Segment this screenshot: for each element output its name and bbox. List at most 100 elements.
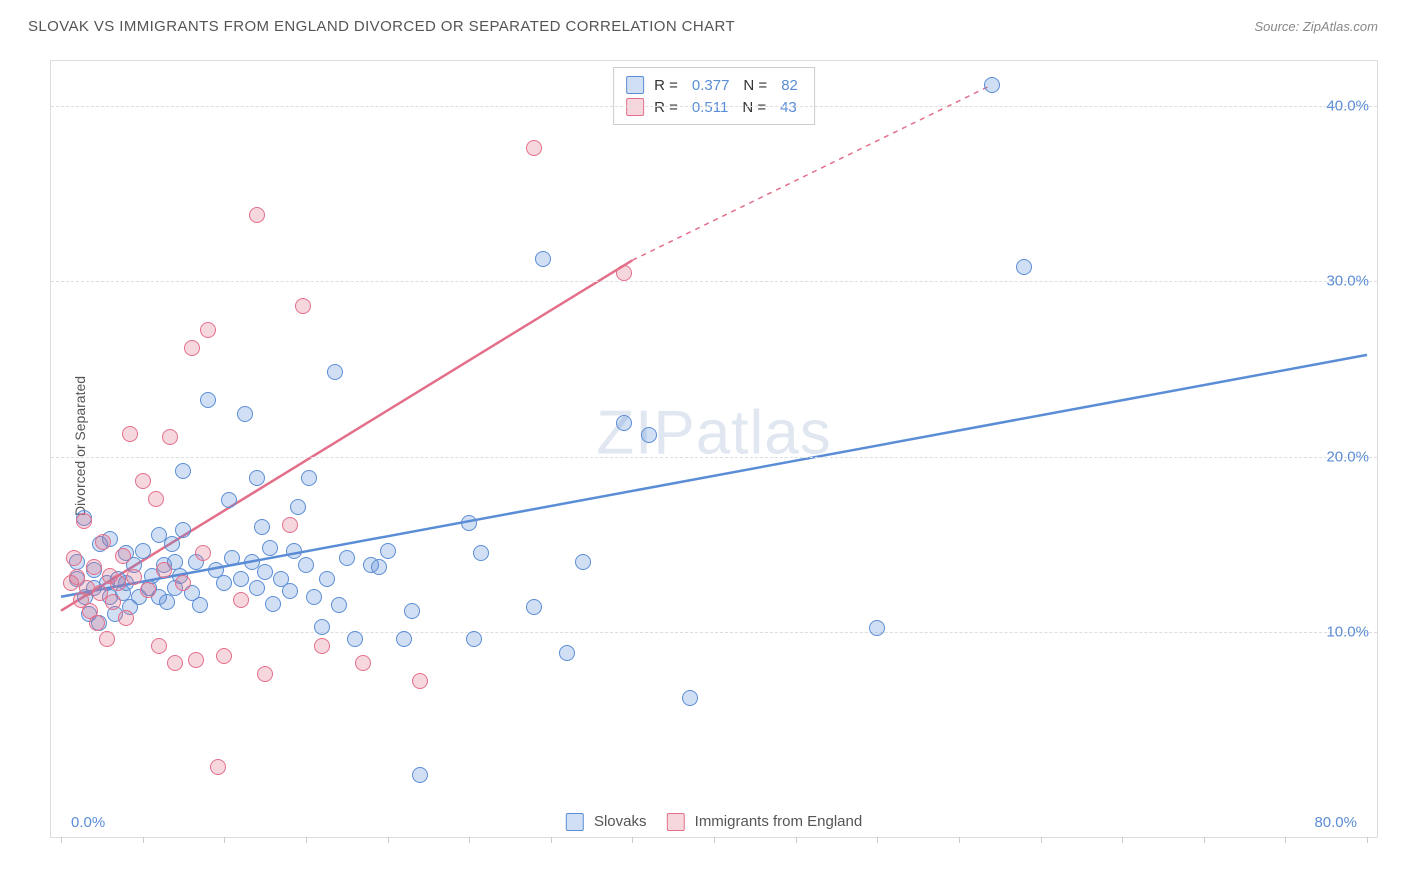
data-point-immigrants xyxy=(184,340,200,356)
data-point-immigrants xyxy=(86,559,102,575)
data-point-slovaks xyxy=(412,767,428,783)
legend-row-slovaks: R = 0.377 N = 82 xyxy=(626,74,802,96)
data-point-immigrants xyxy=(216,648,232,664)
data-point-slovaks xyxy=(257,564,273,580)
data-point-immigrants xyxy=(151,638,167,654)
data-point-slovaks xyxy=(473,545,489,561)
x-axis-min-label: 0.0% xyxy=(71,814,105,831)
r-label: R = xyxy=(654,77,678,94)
x-tick xyxy=(551,837,552,843)
data-point-immigrants xyxy=(249,207,265,223)
data-point-immigrants xyxy=(126,569,142,585)
data-point-slovaks xyxy=(984,77,1000,93)
legend-swatch-immigrants xyxy=(666,813,684,831)
data-point-slovaks xyxy=(869,620,885,636)
x-tick xyxy=(959,837,960,843)
x-axis-max-label: 80.0% xyxy=(1314,814,1357,831)
x-tick xyxy=(61,837,62,843)
data-point-slovaks xyxy=(526,599,542,615)
data-point-immigrants xyxy=(99,631,115,647)
data-point-slovaks xyxy=(175,463,191,479)
x-tick xyxy=(1285,837,1286,843)
x-tick xyxy=(714,837,715,843)
data-point-slovaks xyxy=(371,559,387,575)
data-point-slovaks xyxy=(286,543,302,559)
data-point-slovaks xyxy=(265,596,281,612)
data-point-immigrants xyxy=(616,265,632,281)
data-point-immigrants xyxy=(140,582,156,598)
x-tick xyxy=(1122,837,1123,843)
data-point-slovaks xyxy=(339,550,355,566)
grid-line xyxy=(51,457,1377,458)
title-bar: SLOVAK VS IMMIGRANTS FROM ENGLAND DIVORC… xyxy=(28,18,1378,35)
x-tick xyxy=(1367,837,1368,843)
data-point-slovaks xyxy=(175,522,191,538)
data-point-slovaks xyxy=(254,519,270,535)
grid-line xyxy=(51,281,1377,282)
data-point-slovaks xyxy=(249,580,265,596)
y-tick-label: 30.0% xyxy=(1326,273,1369,290)
data-point-immigrants xyxy=(118,610,134,626)
data-point-slovaks xyxy=(135,543,151,559)
grid-line xyxy=(51,632,1377,633)
data-point-slovaks xyxy=(575,554,591,570)
source-prefix: Source: xyxy=(1254,19,1302,34)
data-point-slovaks xyxy=(331,597,347,613)
data-point-slovaks xyxy=(327,364,343,380)
trend-lines xyxy=(51,61,1377,837)
data-point-immigrants xyxy=(156,562,172,578)
series-legend: Slovaks Immigrants from England xyxy=(566,813,862,831)
chart-title: SLOVAK VS IMMIGRANTS FROM ENGLAND DIVORC… xyxy=(28,18,735,35)
data-point-immigrants xyxy=(233,592,249,608)
data-point-slovaks xyxy=(290,499,306,515)
data-point-immigrants xyxy=(135,473,151,489)
legend-swatch-slovaks xyxy=(626,76,644,94)
data-point-slovaks xyxy=(616,415,632,431)
data-point-immigrants xyxy=(188,652,204,668)
data-point-immigrants xyxy=(148,491,164,507)
data-point-slovaks xyxy=(249,470,265,486)
data-point-immigrants xyxy=(105,594,121,610)
n-label: N = xyxy=(743,77,767,94)
data-point-slovaks xyxy=(298,557,314,573)
data-point-slovaks xyxy=(404,603,420,619)
data-point-immigrants xyxy=(95,534,111,550)
data-point-immigrants xyxy=(76,513,92,529)
data-point-immigrants xyxy=(66,550,82,566)
data-point-immigrants xyxy=(282,517,298,533)
data-point-slovaks xyxy=(559,645,575,661)
data-point-slovaks xyxy=(262,540,278,556)
data-point-slovaks xyxy=(237,406,253,422)
data-point-slovaks xyxy=(282,583,298,599)
y-tick-label: 40.0% xyxy=(1326,98,1369,115)
x-tick xyxy=(632,837,633,843)
data-point-immigrants xyxy=(167,655,183,671)
data-point-immigrants xyxy=(257,666,273,682)
data-point-immigrants xyxy=(195,545,211,561)
data-point-slovaks xyxy=(221,492,237,508)
x-tick xyxy=(1041,837,1042,843)
n-value-slovaks: 82 xyxy=(777,77,802,94)
data-point-immigrants xyxy=(295,298,311,314)
data-point-slovaks xyxy=(224,550,240,566)
x-tick xyxy=(306,837,307,843)
data-point-slovaks xyxy=(461,515,477,531)
x-tick xyxy=(877,837,878,843)
r-value-slovaks: 0.377 xyxy=(688,77,734,94)
x-tick xyxy=(388,837,389,843)
data-point-immigrants xyxy=(122,426,138,442)
data-point-immigrants xyxy=(175,575,191,591)
x-tick xyxy=(1204,837,1205,843)
watermark: ZIPatlas xyxy=(596,398,831,469)
data-point-slovaks xyxy=(682,690,698,706)
source-link[interactable]: ZipAtlas.com xyxy=(1303,19,1378,34)
data-point-slovaks xyxy=(1016,259,1032,275)
data-point-immigrants xyxy=(526,140,542,156)
scatter-plot: ZIPatlas R = 0.377 N = 82 R = 0.511 N = … xyxy=(50,60,1378,838)
data-point-immigrants xyxy=(210,759,226,775)
data-point-slovaks xyxy=(216,575,232,591)
data-point-immigrants xyxy=(162,429,178,445)
data-point-immigrants xyxy=(110,575,126,591)
data-point-slovaks xyxy=(192,597,208,613)
data-point-slovaks xyxy=(164,536,180,552)
